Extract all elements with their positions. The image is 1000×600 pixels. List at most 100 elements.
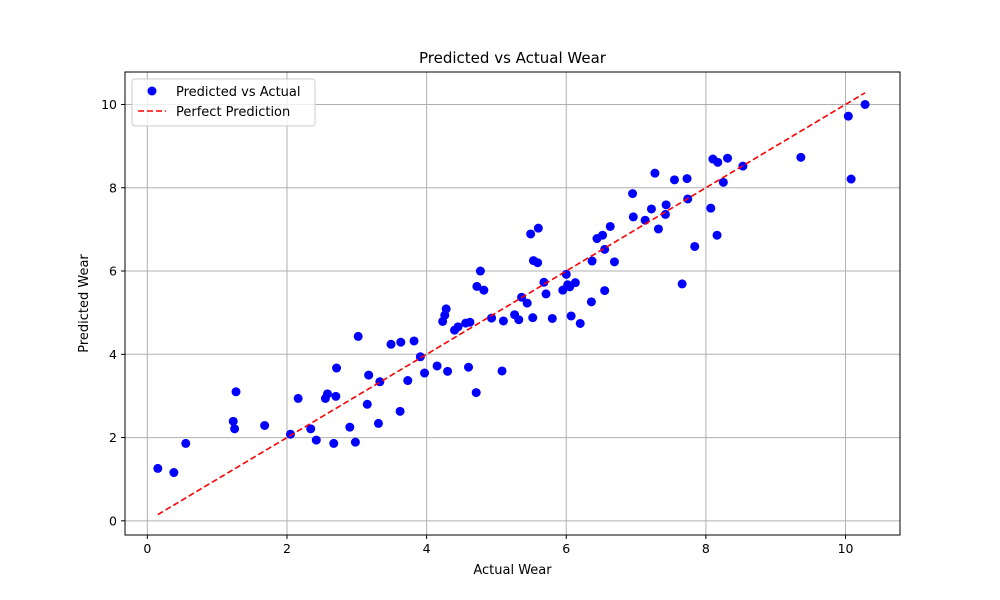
- scatter-point: [547, 313, 557, 323]
- scatter-point: [329, 438, 339, 448]
- scatter-point: [396, 337, 406, 347]
- scatter-point: [472, 281, 482, 291]
- scatter-point: [533, 223, 543, 233]
- y-tick-label: 10: [101, 97, 117, 112]
- scatter-point: [522, 298, 532, 308]
- scatter-point: [713, 157, 723, 167]
- x-tick-label: 8: [702, 541, 710, 556]
- plot-marks: [153, 92, 870, 516]
- scatter-point: [598, 230, 608, 240]
- scatter-point: [723, 153, 733, 163]
- y-tick-label: 2: [109, 430, 117, 445]
- scatter-point: [306, 424, 316, 434]
- scatter-point: [600, 286, 610, 296]
- scatter-point: [386, 339, 396, 349]
- scatter-point: [350, 437, 360, 447]
- scatter-point: [712, 230, 722, 240]
- scatter-point: [539, 277, 549, 287]
- y-axis-label: Predicted Wear: [77, 254, 92, 353]
- perfect-prediction-line: [157, 92, 866, 516]
- x-tick-label: 0: [143, 541, 151, 556]
- scatter-point: [796, 152, 806, 162]
- scatter-point: [587, 256, 597, 266]
- scatter-point: [231, 387, 241, 397]
- scatter-point: [453, 322, 463, 332]
- y-tick-label: 0: [109, 513, 117, 528]
- scatter-point: [362, 399, 372, 409]
- scatter-point: [169, 468, 179, 478]
- scatter-point: [345, 422, 355, 432]
- x-tick-label: 2: [283, 541, 291, 556]
- scatter-point: [373, 418, 383, 428]
- scatter-point: [533, 258, 543, 268]
- scatter-point: [514, 315, 524, 325]
- scatter-point: [181, 438, 191, 448]
- scatter-point: [364, 370, 374, 380]
- y-axis-ticks: 0 2 4 6 8 10: [101, 97, 125, 528]
- scatter-point: [561, 269, 571, 279]
- scatter-point: [605, 221, 615, 231]
- scatter-point: [706, 203, 716, 213]
- scatter-point: [487, 313, 497, 323]
- legend-label-line: Perfect Prediction: [176, 105, 290, 120]
- legend-box: [131, 78, 316, 127]
- scatter-point: [846, 174, 856, 184]
- scatter-point: [331, 391, 341, 401]
- scatter-point: [353, 331, 363, 341]
- scatter-point: [475, 266, 485, 276]
- scatter-point: [479, 285, 489, 295]
- scatter-point: [395, 406, 405, 416]
- scatter-point: [528, 313, 538, 323]
- y-tick-label: 6: [109, 264, 117, 279]
- scatter-point: [677, 279, 687, 289]
- plot-frame: [124, 71, 901, 536]
- scatter-point: [646, 204, 656, 214]
- scatter-point: [471, 388, 481, 398]
- x-axis-label: Actual Wear: [473, 563, 552, 578]
- scatter-point: [690, 241, 700, 251]
- scatter-point: [498, 316, 508, 326]
- scatter-point: [526, 229, 536, 239]
- scatter-point: [403, 376, 413, 386]
- scatter-point: [228, 416, 238, 426]
- scatter-point: [628, 212, 638, 222]
- x-axis-ticks: 0 2 4 6 8 10: [143, 535, 854, 556]
- scatter-point: [441, 304, 451, 314]
- scatter-point: [570, 278, 580, 288]
- scatter-point: [628, 189, 638, 199]
- scatter-point: [669, 175, 679, 185]
- x-tick-label: 6: [562, 541, 570, 556]
- y-tick-label: 4: [109, 347, 117, 362]
- scatter-point: [497, 366, 507, 376]
- legend-marker-scatter: [147, 86, 157, 96]
- scatter-point: [230, 424, 240, 434]
- scatter-point: [432, 361, 442, 371]
- scatter-point: [464, 362, 474, 372]
- legend-label-scatter: Predicted vs Actual: [176, 85, 300, 100]
- scatter-point: [311, 435, 321, 445]
- scatter-point: [293, 393, 303, 403]
- scatter-point: [586, 297, 596, 307]
- scatter-point: [153, 463, 163, 473]
- scatter-point: [443, 366, 453, 376]
- scatter-point: [541, 289, 551, 299]
- scatter-point: [575, 318, 585, 328]
- scatter-point: [566, 311, 576, 321]
- scatter-point: [409, 336, 419, 346]
- scatter-point: [285, 429, 295, 439]
- scatter-point: [661, 200, 671, 210]
- scatter-point: [415, 352, 425, 362]
- x-tick-label: 10: [838, 541, 854, 556]
- scatter-point: [420, 368, 430, 378]
- scatter-point: [332, 363, 342, 373]
- scatter-point: [322, 389, 332, 399]
- grid-lines: [125, 72, 900, 535]
- scatter-point: [653, 224, 663, 234]
- y-tick-label: 8: [109, 180, 117, 195]
- scatter-point: [660, 209, 670, 219]
- scatter-point: [682, 174, 692, 184]
- scatter-point: [260, 420, 270, 430]
- chart-title: Predicted vs Actual Wear: [419, 49, 607, 67]
- legend: Predicted vs Actual Perfect Prediction: [131, 78, 316, 127]
